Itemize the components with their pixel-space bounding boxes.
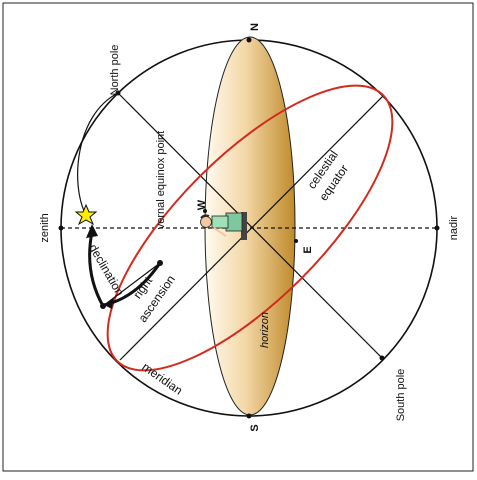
south-pole-point xyxy=(379,355,385,361)
south-point xyxy=(246,413,252,419)
vernal-equinox-label: vernal equinox point xyxy=(155,131,167,229)
west-cardinal-label: W xyxy=(196,199,208,210)
zenith-label: zenith xyxy=(39,213,51,242)
south-pole-label: South pole xyxy=(395,369,407,422)
north-pole-label: North pole xyxy=(109,45,121,96)
north-point xyxy=(246,37,252,43)
west-point xyxy=(203,209,207,213)
star-icon xyxy=(74,203,98,226)
hour-circle-arc xyxy=(77,92,119,216)
north-cardinal-label: N xyxy=(249,23,261,31)
right-ascension-arrowhead xyxy=(104,297,114,309)
south-cardinal-label: S xyxy=(249,424,261,431)
frame-border xyxy=(2,2,474,472)
nadir-label: nadir xyxy=(448,215,460,240)
east-cardinal-label: E xyxy=(302,246,314,253)
horizon-label: horizon xyxy=(259,312,271,348)
celestial-equator-circle xyxy=(106,84,394,372)
zenith-point xyxy=(58,225,64,231)
polar-axis xyxy=(117,92,383,359)
equator-diameter-line xyxy=(119,94,385,361)
vernal-equinox-point xyxy=(157,260,163,266)
declination-arrowhead xyxy=(86,224,98,238)
declination-arrow xyxy=(88,231,105,307)
nadir-point xyxy=(434,225,440,231)
east-point xyxy=(294,239,298,243)
star-base-point xyxy=(100,303,106,309)
observer-base xyxy=(241,212,247,240)
meridian-label: meridian xyxy=(139,360,185,398)
observer-figure xyxy=(200,212,247,240)
north-pole-point xyxy=(115,90,121,96)
